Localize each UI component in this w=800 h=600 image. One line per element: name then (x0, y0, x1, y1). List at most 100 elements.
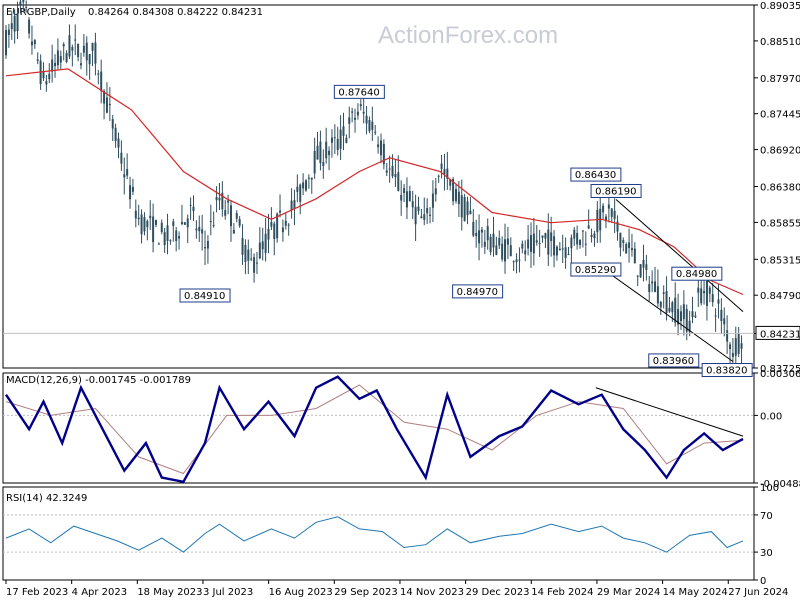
candle-body (152, 216, 155, 243)
price-header-symbol: EURGBP,Daily (6, 7, 76, 18)
level-label-box (179, 288, 231, 303)
candle-body (68, 35, 71, 57)
candle-body (22, 0, 25, 3)
candle-body (330, 137, 333, 143)
x-tick-label: 3 Jul 2023 (203, 587, 253, 598)
price-tick-label: 0.87970 (760, 74, 800, 85)
candle-body (509, 245, 512, 257)
candle-body (238, 219, 241, 226)
candle-body (59, 56, 62, 63)
candle-body (564, 247, 567, 258)
candle-body (460, 195, 463, 218)
candle-body (636, 275, 639, 277)
candle-body (628, 242, 631, 249)
candle-body (304, 180, 307, 191)
candle-body (227, 200, 230, 203)
candle-body (480, 229, 483, 233)
candle-body (206, 240, 209, 249)
candle-body (619, 232, 622, 248)
candle-body (195, 228, 198, 231)
candle-body (726, 330, 729, 342)
macd-trendline (595, 387, 744, 437)
candle-body (434, 188, 437, 195)
candle-body (77, 43, 80, 58)
level-label: 0.83820 (706, 366, 747, 377)
candle-body (642, 259, 645, 268)
candle-body (581, 230, 584, 232)
candle-body (250, 258, 253, 260)
candle-body (348, 117, 351, 124)
candle-body (319, 141, 322, 164)
candle-body (241, 238, 244, 255)
candle-body (541, 235, 544, 238)
candle-body (157, 243, 160, 245)
candle-body (532, 233, 535, 254)
x-tick-label: 29 Mar 2024 (597, 587, 660, 598)
candle-body (172, 221, 175, 226)
price-tick-label: 0.86920 (760, 146, 800, 157)
candle-body (201, 229, 204, 234)
price-header-ohlc: 0.84264 0.84308 0.84222 0.84231 (88, 7, 263, 18)
candle-body (65, 52, 68, 62)
candle-body (261, 241, 264, 250)
candle-body (408, 191, 411, 202)
candle-body (561, 248, 564, 250)
candle-body (708, 287, 711, 294)
watermark: ActionForex.com (378, 22, 558, 49)
candle-body (293, 200, 296, 209)
candle-body (737, 333, 740, 354)
candle-body (506, 238, 509, 245)
candle-body (105, 97, 108, 113)
candle-body (154, 220, 157, 225)
candle-body (253, 257, 256, 273)
candle-body (478, 230, 481, 244)
candle-body (54, 62, 57, 67)
candle-body (299, 184, 302, 202)
candle-body (183, 222, 186, 225)
candle-body (610, 208, 613, 217)
candle-body (48, 73, 51, 80)
candle-body (501, 243, 504, 260)
candle-body (555, 246, 558, 256)
candle-body (247, 249, 250, 261)
candle-body (535, 240, 538, 243)
candle-body (91, 42, 94, 51)
candle-body (137, 217, 140, 220)
candle-body (431, 193, 434, 208)
candle-body (143, 217, 146, 232)
candle-body (88, 54, 91, 65)
candle-body (633, 248, 636, 264)
candle-body (267, 228, 270, 240)
candle-body (62, 44, 65, 47)
candle-body (56, 50, 59, 66)
candle-body (711, 294, 714, 303)
candle-body (630, 248, 633, 251)
rsi-line (5, 516, 744, 553)
level-label-box (452, 284, 504, 299)
candle-body (71, 46, 74, 51)
channel-line-2 (595, 263, 734, 362)
candle-body (700, 288, 703, 304)
candle-body (625, 243, 628, 254)
candle-body (651, 281, 654, 284)
candle-body (13, 15, 16, 32)
candle-body (117, 138, 120, 148)
candle-body (440, 163, 443, 170)
rsi-title: RSI(14) 42.3249 (6, 493, 87, 504)
candle-body (547, 229, 550, 255)
candle-body (483, 241, 486, 247)
candle-body (224, 210, 227, 216)
candle-body (85, 42, 88, 61)
candle-body (613, 210, 616, 219)
candle-body (313, 150, 316, 174)
candle-body (25, 6, 28, 8)
price-tick-label: 0.85315 (760, 255, 800, 266)
candle-body (729, 344, 732, 350)
candle-body (351, 111, 354, 113)
x-tick-label: 4 Apr 2023 (72, 587, 127, 598)
x-tick-label: 14 Nov 2023 (400, 587, 464, 598)
candle-body (379, 140, 382, 156)
candle-body (45, 81, 48, 85)
candle-body (287, 224, 290, 226)
candle-body (307, 177, 310, 179)
